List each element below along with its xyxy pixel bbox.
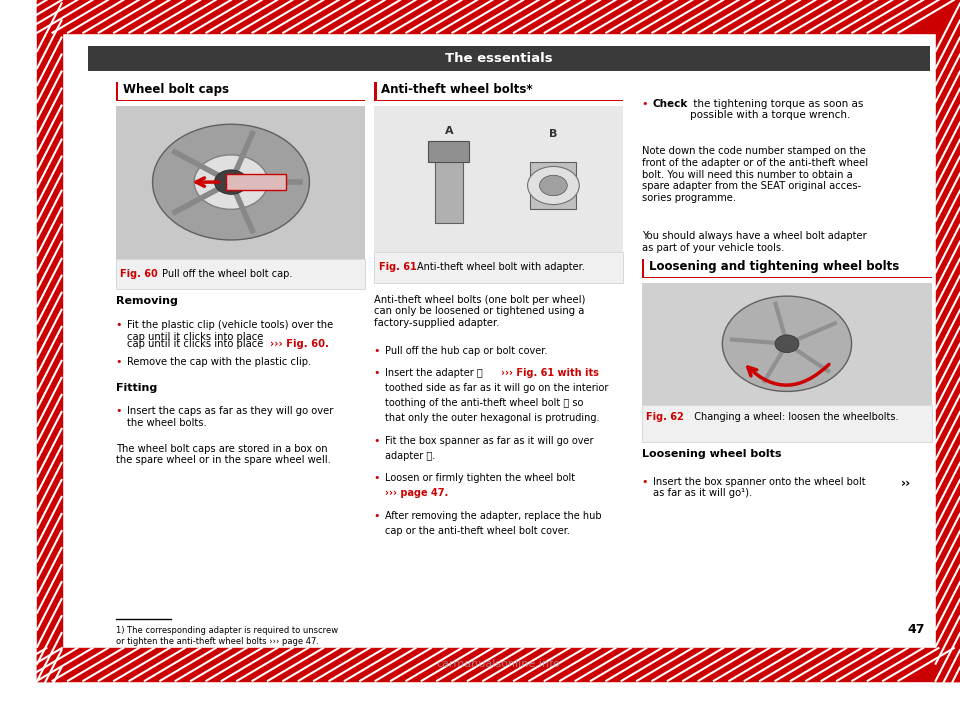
Bar <box>88 46 929 72</box>
Circle shape <box>722 296 852 392</box>
Text: ››› Fig. 61 with its: ››› Fig. 61 with its <box>501 368 599 378</box>
Text: Anti-theft wheel bolt with adapter.: Anti-theft wheel bolt with adapter. <box>418 262 586 272</box>
Bar <box>641 258 644 278</box>
Text: Fig. 60: Fig. 60 <box>120 268 158 279</box>
Bar <box>37 648 960 681</box>
Text: You should always have a wheel bolt adapter
as part of your vehicle tools.: You should always have a wheel bolt adap… <box>641 232 866 253</box>
Text: Anti-theft wheel bolts (one bolt per wheel)
can only be loosened or tightened us: Anti-theft wheel bolts (one bolt per whe… <box>374 295 586 328</box>
Text: Pull off the wheel bolt cap.: Pull off the wheel bolt cap. <box>162 268 292 279</box>
Text: Loosening and tightening wheel bolts: Loosening and tightening wheel bolts <box>649 260 900 273</box>
Text: Fig. 61: Fig. 61 <box>378 262 417 272</box>
Text: The essentials: The essentials <box>444 52 552 65</box>
Text: B: B <box>549 130 558 139</box>
Text: Fit the box spanner as far as it will go over: Fit the box spanner as far as it will go… <box>385 435 593 445</box>
Text: •: • <box>641 98 652 109</box>
Text: A: A <box>444 126 453 136</box>
Bar <box>641 277 932 278</box>
Text: Wheel bolt caps: Wheel bolt caps <box>123 83 229 96</box>
Text: •: • <box>374 510 384 520</box>
Text: carmanualsonline.info: carmanualsonline.info <box>437 658 561 669</box>
Text: The wheel bolt caps are stored in a box on
the spare wheel or in the spare wheel: The wheel bolt caps are stored in a box … <box>115 444 330 465</box>
Text: adapter Ⓑ.: adapter Ⓑ. <box>385 451 435 461</box>
Text: the tightening torque as soon as
possible with a torque wrench.: the tightening torque as soon as possibl… <box>689 98 863 120</box>
Text: •: • <box>115 406 126 416</box>
Text: Fit the plastic clip (vehicle tools) over the
cap until it clicks into place: Fit the plastic clip (vehicle tools) ove… <box>127 320 333 341</box>
Bar <box>435 148 463 223</box>
Text: 47: 47 <box>907 624 924 636</box>
Text: Insert the box spanner onto the wheel bolt
as far as it will go¹).: Insert the box spanner onto the wheel bo… <box>653 476 865 498</box>
Circle shape <box>214 170 248 195</box>
Text: •: • <box>374 435 384 445</box>
Bar <box>530 161 577 210</box>
Bar <box>428 142 469 161</box>
Circle shape <box>528 166 579 205</box>
Text: cap until it clicks into place: cap until it clicks into place <box>127 339 266 349</box>
Text: ››› Fig. 60.: ››› Fig. 60. <box>270 339 328 349</box>
Text: Remove the cap with the plastic clip.: Remove the cap with the plastic clip. <box>127 358 311 367</box>
Text: •: • <box>115 320 126 330</box>
Text: cap or the anti-theft wheel bolt cover.: cap or the anti-theft wheel bolt cover. <box>385 525 570 535</box>
Text: Changing a wheel: loosen the wheelbolts.: Changing a wheel: loosen the wheelbolts. <box>687 412 899 422</box>
Bar <box>374 252 623 282</box>
Text: toothed side as far as it will go on the interior: toothed side as far as it will go on the… <box>385 383 609 393</box>
Text: Removing: Removing <box>115 296 178 306</box>
Text: Pull off the hub cap or bolt cover.: Pull off the hub cap or bolt cover. <box>385 346 547 356</box>
Bar <box>115 258 365 290</box>
Text: Loosen or firmly tighten the wheel bolt: Loosen or firmly tighten the wheel bolt <box>385 473 575 483</box>
Text: •: • <box>374 368 384 378</box>
Bar <box>374 105 623 252</box>
Bar <box>37 0 960 33</box>
Text: •: • <box>374 473 384 483</box>
Bar <box>374 81 376 101</box>
Text: Check: Check <box>653 98 688 109</box>
Text: Note down the code number stamped on the
front of the adapter or of the anti-the: Note down the code number stamped on the… <box>641 147 868 202</box>
Bar <box>115 100 365 101</box>
Bar <box>37 0 61 681</box>
Text: 1) The corresponding adapter is required to unscrew
or tighten the anti-theft wh: 1) The corresponding adapter is required… <box>115 627 338 646</box>
Circle shape <box>153 124 309 240</box>
Text: Loosening wheel bolts: Loosening wheel bolts <box>641 450 781 459</box>
Bar <box>115 105 365 258</box>
Bar <box>936 0 960 681</box>
Bar <box>37 0 960 33</box>
Text: that only the outer hexagonal is protruding.: that only the outer hexagonal is protrud… <box>385 413 600 423</box>
Text: toothing of the anti-theft wheel bolt Ⓐ so: toothing of the anti-theft wheel bolt Ⓐ … <box>385 398 584 409</box>
Bar <box>641 405 932 442</box>
Bar <box>37 0 61 681</box>
Bar <box>227 174 286 190</box>
Text: Insert the caps as far as they will go over
the wheel bolts.: Insert the caps as far as they will go o… <box>127 406 333 428</box>
Bar <box>936 0 960 681</box>
Text: •: • <box>641 476 652 486</box>
Text: •: • <box>374 346 384 356</box>
Text: After removing the adapter, replace the hub: After removing the adapter, replace the … <box>385 510 602 520</box>
Text: Insert the adapter Ⓑ: Insert the adapter Ⓑ <box>385 368 486 378</box>
Text: ››› page 47.: ››› page 47. <box>385 488 448 498</box>
Circle shape <box>540 176 567 195</box>
Bar <box>115 81 118 101</box>
Text: •: • <box>115 358 126 367</box>
Bar <box>641 282 932 405</box>
Bar <box>88 51 929 644</box>
Text: Anti-theft wheel bolts*: Anti-theft wheel bolts* <box>381 83 533 96</box>
Text: Fitting: Fitting <box>115 382 156 392</box>
Text: ››: ›› <box>900 476 911 489</box>
Bar <box>374 100 623 101</box>
Circle shape <box>775 335 799 353</box>
Circle shape <box>194 155 268 210</box>
Text: Fig. 62: Fig. 62 <box>646 412 684 422</box>
Bar <box>37 648 960 681</box>
